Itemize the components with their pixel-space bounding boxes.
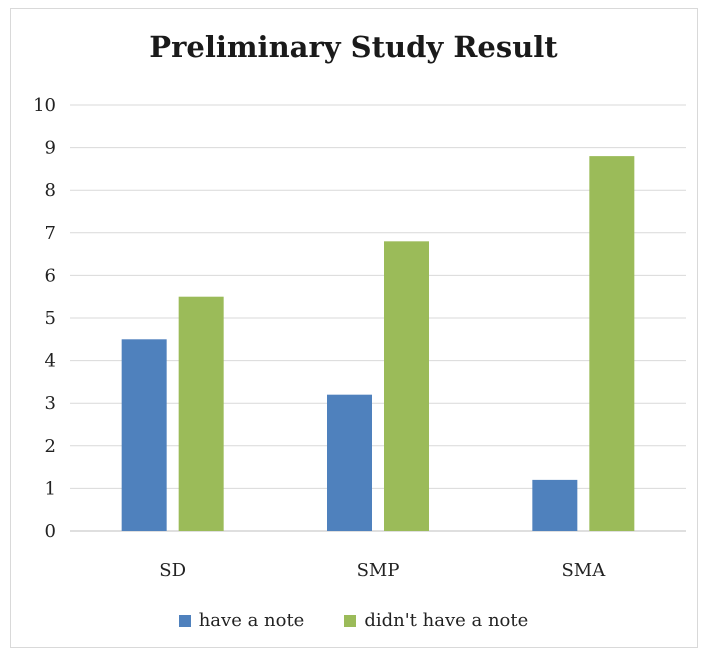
y-tick-label: 4: [45, 351, 56, 372]
y-tick-label: 6: [45, 265, 56, 286]
y-tick-label: 1: [45, 478, 56, 499]
legend-item-have-a-note: have a note: [178, 610, 305, 631]
bar-sd-series-0: [121, 339, 167, 531]
chart-frame: [10, 8, 698, 648]
chart-title: Preliminary Study Result: [149, 30, 558, 64]
y-tick-label: 7: [45, 223, 56, 244]
bar-smp-series-0: [327, 394, 372, 531]
y-tick-label: 9: [45, 138, 56, 159]
legend-item-didnt-have-a-note: didn't have a note: [344, 610, 528, 631]
legend-label-didnt-have-a-note: didn't have a note: [364, 610, 529, 631]
x-category-label: SD: [159, 560, 186, 581]
y-tick-label: 3: [45, 393, 56, 414]
legend-swatch-didnt-have-a-note: [344, 614, 357, 627]
y-tick-label: 2: [45, 436, 56, 457]
y-tick-label: 5: [45, 308, 56, 329]
y-tick-label: 10: [33, 95, 56, 116]
x-category-label: SMP: [357, 560, 400, 581]
bar-smp-series-1: [384, 241, 429, 531]
bar-sma-series-1: [589, 156, 635, 531]
legend-label-have-a-note: have a note: [198, 610, 305, 631]
x-category-label: SMA: [561, 560, 606, 581]
bar-sma-series-0: [532, 479, 578, 531]
y-tick-label: 8: [45, 180, 56, 201]
y-tick-label: 0: [45, 521, 56, 542]
bar-sd-series-1: [178, 296, 224, 531]
chart-legend: have a note didn't have a note: [0, 610, 707, 631]
legend-swatch-have-a-note: [178, 614, 191, 627]
